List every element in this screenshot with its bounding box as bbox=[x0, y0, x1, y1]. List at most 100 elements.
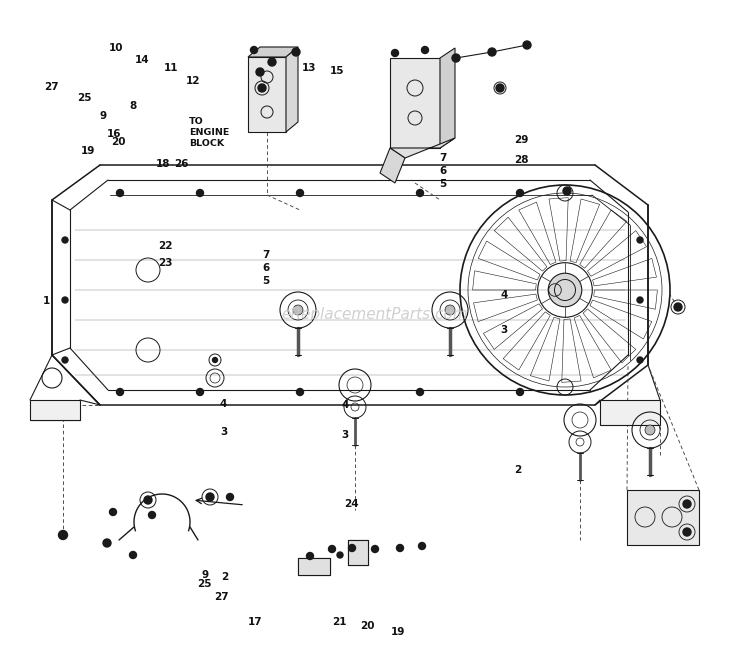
Text: 3: 3 bbox=[500, 324, 508, 335]
Text: 7: 7 bbox=[262, 250, 270, 260]
Polygon shape bbox=[248, 47, 298, 57]
Text: 9: 9 bbox=[201, 569, 208, 580]
Circle shape bbox=[110, 508, 116, 516]
Text: 4: 4 bbox=[220, 399, 227, 409]
Text: 13: 13 bbox=[302, 62, 316, 73]
Text: 19: 19 bbox=[81, 146, 96, 156]
Circle shape bbox=[148, 512, 155, 518]
Polygon shape bbox=[600, 400, 660, 425]
Text: 21: 21 bbox=[332, 617, 347, 628]
Circle shape bbox=[397, 545, 404, 551]
Text: 24: 24 bbox=[344, 499, 358, 510]
Polygon shape bbox=[390, 138, 455, 158]
Circle shape bbox=[296, 389, 304, 395]
Circle shape bbox=[130, 551, 136, 559]
Circle shape bbox=[226, 493, 233, 500]
Circle shape bbox=[683, 500, 691, 508]
Text: 27: 27 bbox=[214, 592, 229, 602]
Circle shape bbox=[419, 542, 425, 549]
Circle shape bbox=[258, 84, 266, 92]
Text: 23: 23 bbox=[158, 258, 172, 269]
Polygon shape bbox=[440, 48, 455, 148]
Circle shape bbox=[445, 305, 455, 315]
Text: 9: 9 bbox=[100, 111, 107, 121]
Text: 4: 4 bbox=[341, 400, 349, 410]
Circle shape bbox=[674, 303, 682, 311]
Polygon shape bbox=[286, 47, 298, 132]
Circle shape bbox=[637, 357, 643, 363]
Text: 27: 27 bbox=[44, 82, 58, 93]
Circle shape bbox=[637, 237, 643, 243]
Circle shape bbox=[293, 305, 303, 315]
Polygon shape bbox=[30, 400, 80, 420]
Circle shape bbox=[517, 189, 524, 197]
Text: 20: 20 bbox=[360, 620, 375, 631]
Circle shape bbox=[328, 545, 335, 553]
Text: 22: 22 bbox=[158, 241, 172, 252]
Text: 12: 12 bbox=[186, 75, 201, 86]
Circle shape bbox=[103, 539, 111, 547]
Text: 5: 5 bbox=[439, 179, 446, 189]
Circle shape bbox=[251, 46, 257, 54]
Text: 8: 8 bbox=[130, 101, 137, 111]
Circle shape bbox=[196, 389, 203, 395]
Circle shape bbox=[212, 357, 217, 363]
Circle shape bbox=[144, 496, 152, 504]
Text: 26: 26 bbox=[174, 159, 189, 169]
Text: 25: 25 bbox=[76, 93, 92, 103]
Text: 18: 18 bbox=[156, 159, 171, 169]
Circle shape bbox=[206, 493, 214, 501]
Circle shape bbox=[58, 530, 68, 540]
Text: 28: 28 bbox=[514, 155, 529, 166]
Text: 1: 1 bbox=[43, 296, 50, 307]
Circle shape bbox=[392, 50, 398, 56]
Polygon shape bbox=[627, 490, 699, 545]
Circle shape bbox=[416, 189, 424, 197]
Text: 10: 10 bbox=[109, 42, 124, 53]
Text: 17: 17 bbox=[248, 617, 262, 628]
Circle shape bbox=[416, 389, 424, 395]
Circle shape bbox=[268, 58, 276, 66]
Polygon shape bbox=[248, 57, 286, 132]
Circle shape bbox=[422, 46, 428, 54]
Circle shape bbox=[637, 297, 643, 303]
Circle shape bbox=[296, 189, 304, 197]
Text: 16: 16 bbox=[106, 128, 122, 139]
Polygon shape bbox=[380, 148, 405, 183]
Circle shape bbox=[517, 389, 524, 395]
Text: 3: 3 bbox=[341, 430, 349, 440]
Circle shape bbox=[337, 552, 343, 558]
Circle shape bbox=[307, 553, 314, 559]
Circle shape bbox=[548, 273, 582, 307]
Circle shape bbox=[256, 68, 264, 76]
Circle shape bbox=[62, 237, 68, 243]
Text: 5: 5 bbox=[262, 276, 270, 287]
Circle shape bbox=[116, 189, 124, 197]
Text: 3: 3 bbox=[220, 426, 227, 437]
Text: 20: 20 bbox=[111, 137, 126, 148]
Text: 25: 25 bbox=[197, 579, 212, 589]
Circle shape bbox=[196, 189, 203, 197]
Text: 6: 6 bbox=[439, 166, 446, 176]
Circle shape bbox=[523, 41, 531, 49]
Circle shape bbox=[62, 297, 68, 303]
Circle shape bbox=[496, 84, 504, 92]
Text: 2: 2 bbox=[221, 572, 229, 583]
Circle shape bbox=[563, 187, 571, 195]
Text: TO
ENGINE
BLOCK: TO ENGINE BLOCK bbox=[189, 117, 230, 148]
Text: 14: 14 bbox=[135, 54, 150, 65]
Circle shape bbox=[292, 48, 300, 56]
Text: 2: 2 bbox=[514, 465, 521, 475]
Polygon shape bbox=[390, 58, 440, 148]
Polygon shape bbox=[298, 558, 330, 575]
Text: 19: 19 bbox=[390, 627, 405, 638]
Text: 29: 29 bbox=[514, 135, 529, 146]
Circle shape bbox=[488, 48, 496, 56]
Circle shape bbox=[371, 545, 379, 553]
Text: 4: 4 bbox=[500, 289, 508, 300]
Polygon shape bbox=[348, 540, 368, 565]
Text: 6: 6 bbox=[262, 263, 270, 273]
Circle shape bbox=[116, 389, 124, 395]
Text: 7: 7 bbox=[439, 152, 446, 163]
Circle shape bbox=[349, 545, 355, 551]
